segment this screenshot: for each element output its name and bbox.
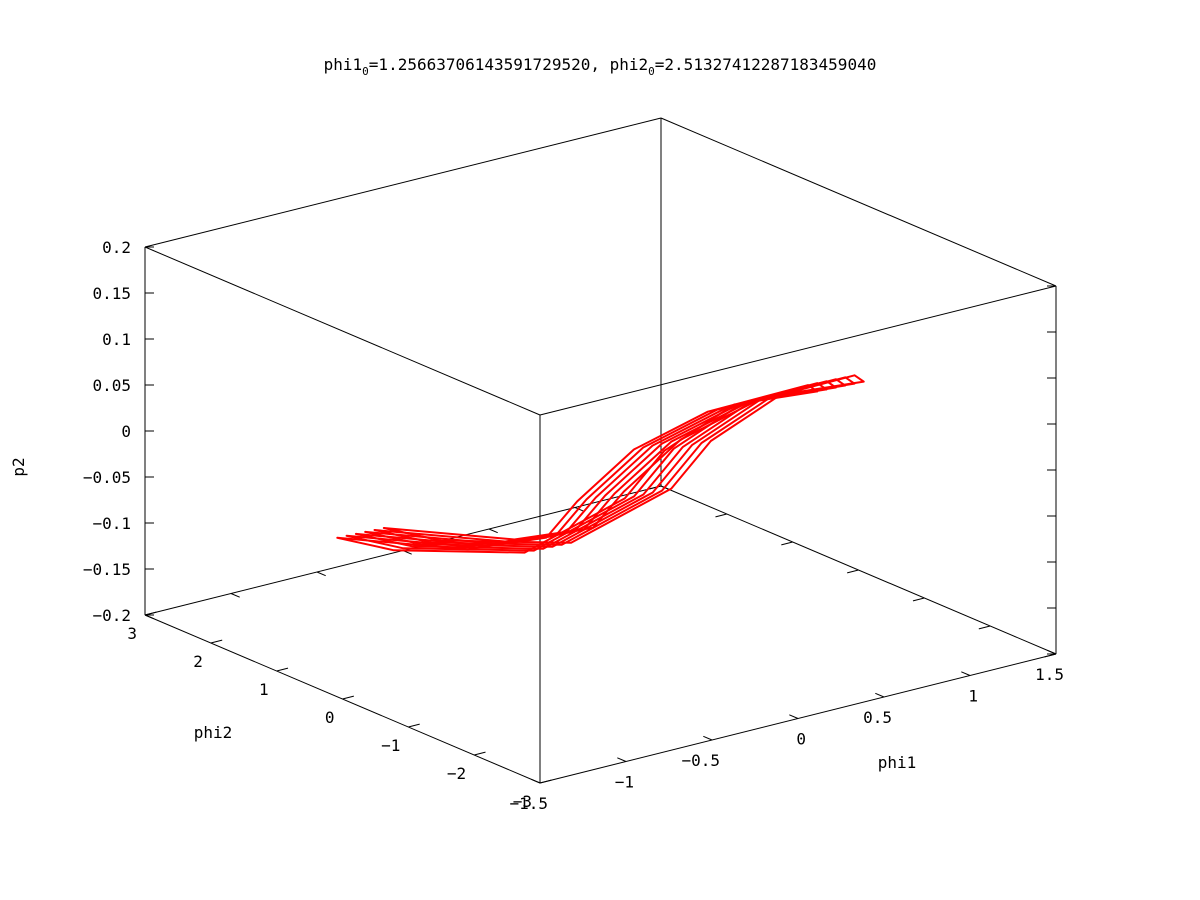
y-tick-label: 0 (325, 708, 335, 727)
chart-title-part3: =2.51327412287183459040 (655, 55, 877, 74)
axis-ticks (144, 246, 1057, 784)
chart-title: phi10=1.25663706143591729520, phi20=2.51… (324, 55, 877, 78)
x-tick (789, 714, 799, 719)
y-tick (474, 751, 486, 756)
x-tick-label: −0.5 (681, 751, 720, 770)
x-tick (961, 671, 971, 676)
y-tick-label: 2 (193, 652, 203, 671)
x-tick (316, 571, 326, 577)
z-tick-label: −0.1 (92, 514, 131, 533)
chart-title-part1: phi1 (324, 55, 363, 74)
y-tick (715, 513, 727, 518)
x-tick (531, 778, 541, 784)
z-axis-label: p2 (9, 457, 28, 476)
x-tick-label: 0.5 (863, 708, 892, 727)
y-tick (539, 779, 552, 784)
x-tick (703, 735, 713, 741)
x-tick (1047, 649, 1057, 655)
z-tick-label: −0.05 (83, 468, 131, 487)
series-trajectory-loop (373, 376, 856, 546)
axes-frame (144, 117, 1057, 784)
y-tick (978, 625, 991, 630)
frame-edge (539, 285, 1057, 416)
y-tick (342, 695, 354, 700)
y-tick-label: 3 (127, 624, 137, 643)
z-tick-label: −0.15 (83, 560, 131, 579)
y-tick (408, 723, 420, 728)
y-tick (847, 569, 859, 574)
chart-title-part2: =1.25663706143591729520, phi2 (369, 55, 648, 74)
y-tick-label: −2 (447, 764, 466, 783)
y-axis-label: phi2 (194, 723, 233, 742)
x-tick-label: −1 (615, 773, 634, 792)
x-tick-label: −1.5 (509, 794, 548, 813)
frame-edge (144, 246, 541, 416)
y-tick (276, 667, 289, 672)
chart-title-sub1: 0 (362, 65, 369, 78)
chart-title-sub2: 0 (648, 65, 655, 78)
series-trajectory-loop (382, 374, 865, 544)
x-tick (875, 692, 885, 698)
x-tick-label: 1 (968, 687, 978, 706)
y-tick (649, 485, 662, 490)
z-tick-label: 0.05 (92, 376, 131, 395)
z-tick-label: 0 (121, 422, 131, 441)
x-tick-label: 0 (796, 730, 806, 749)
x-tick-label: 1.5 (1035, 665, 1064, 684)
y-tick (210, 639, 223, 644)
axis-tick-labels: −1.5 −1 −0.5 0 0.5 1 1.5 −3 −2 −1 0 1 2 3−0.2 −0.15 −0.… (83, 238, 1064, 813)
frame-edge (144, 117, 662, 248)
x-tick (144, 614, 154, 620)
y-tick-label: −3 (513, 792, 532, 811)
z-tick-label: 0.1 (102, 330, 131, 349)
y-tick (781, 541, 793, 546)
z-tick-label: 0.15 (92, 284, 131, 303)
x-tick (230, 593, 240, 598)
x-tick (488, 528, 498, 534)
z-tick-label: −0.2 (92, 606, 131, 625)
z-tick-label: 0.2 (102, 238, 131, 257)
y-tick-label: −1 (381, 736, 400, 755)
frame-edge (660, 117, 1057, 287)
series-layer (336, 374, 865, 554)
x-tick (617, 757, 627, 762)
x-axis-label: phi1 (878, 753, 917, 772)
y-tick-label: 1 (259, 680, 269, 699)
y-tick (912, 597, 925, 602)
